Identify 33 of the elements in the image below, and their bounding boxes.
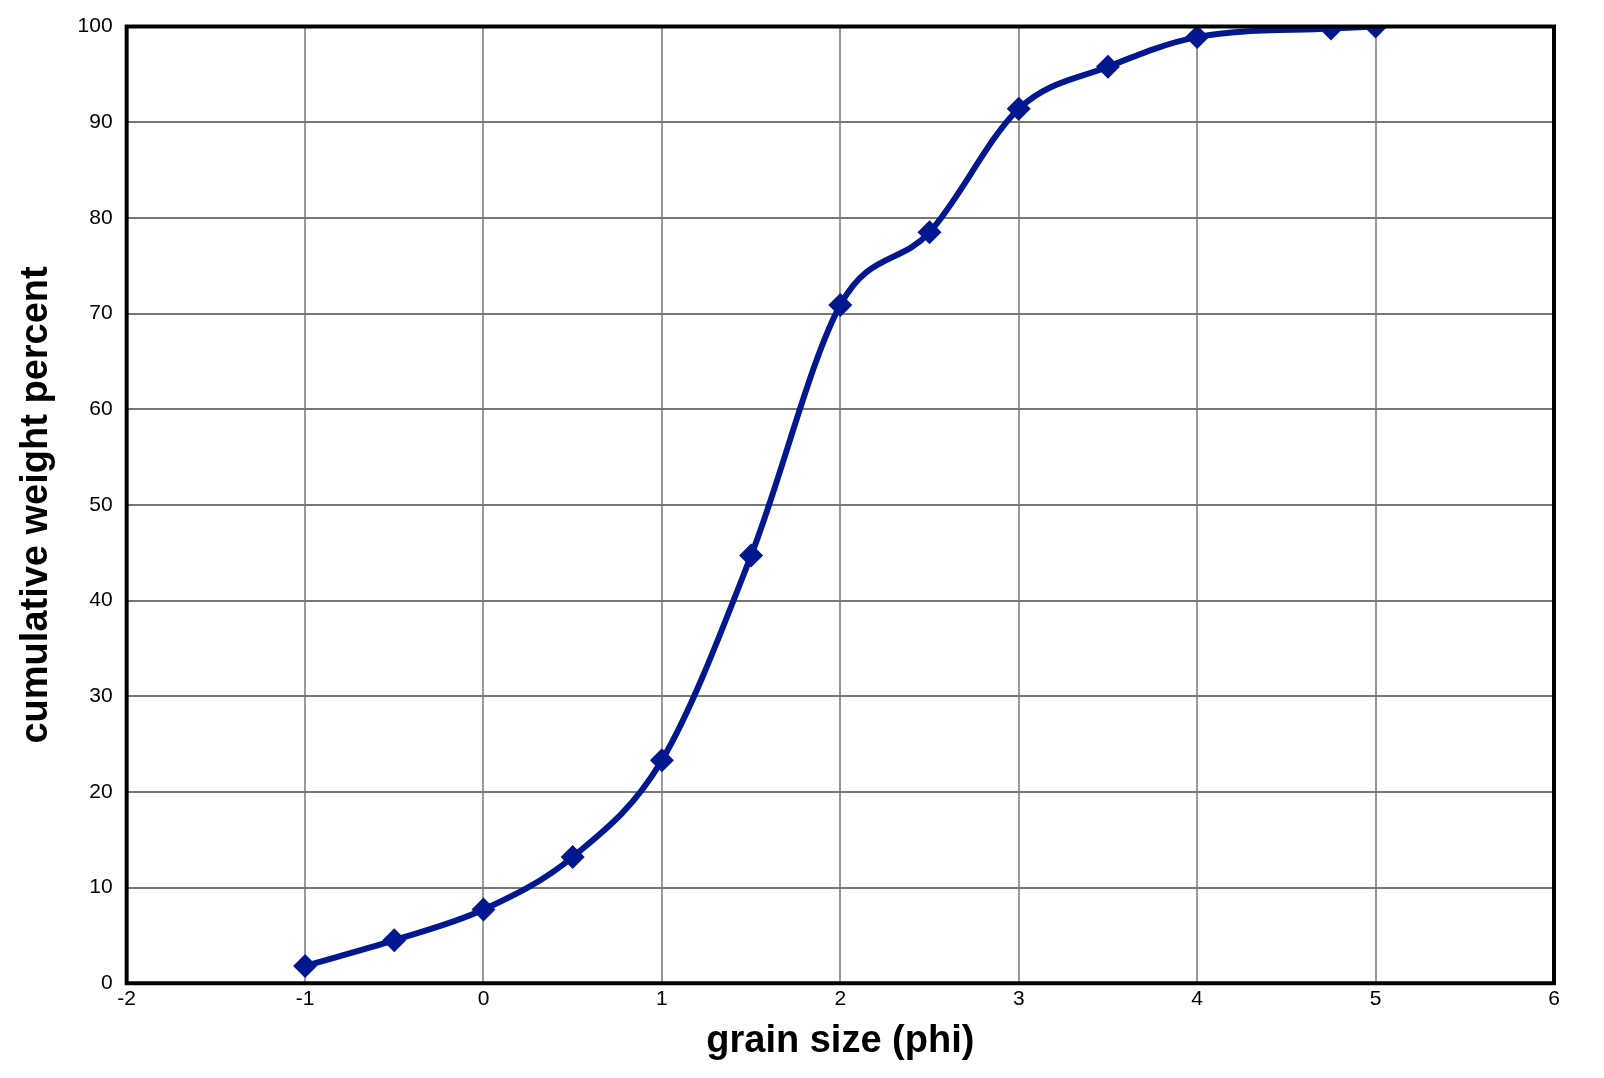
x-tick-label: 4 bbox=[1191, 985, 1204, 1009]
y-tick-label: 0 bbox=[100, 970, 113, 993]
point bbox=[471, 897, 496, 922]
x-tick-label: 3 bbox=[1012, 985, 1025, 1009]
point bbox=[1095, 54, 1120, 79]
x-axis-title: grain size (phi) bbox=[706, 1017, 975, 1060]
y-tick-label: 20 bbox=[89, 778, 113, 802]
x-tick-label: 2 bbox=[834, 985, 847, 1009]
point bbox=[293, 953, 318, 978]
y-tick-label: 40 bbox=[89, 587, 113, 611]
point bbox=[917, 220, 942, 245]
y-tick-label: 30 bbox=[89, 683, 113, 707]
y-tick-label: 50 bbox=[89, 491, 113, 515]
x-tick-label: -2 bbox=[117, 985, 136, 1009]
point bbox=[1006, 96, 1031, 121]
y-tick-label: 10 bbox=[89, 874, 113, 898]
x-tick-label: 5 bbox=[1369, 985, 1382, 1009]
point bbox=[382, 928, 407, 953]
x-tick-label: 1 bbox=[656, 985, 668, 1009]
point bbox=[828, 292, 853, 317]
y-tick-label: 70 bbox=[89, 300, 113, 324]
point bbox=[1185, 26, 1210, 50]
x-tick-label: 6 bbox=[1548, 985, 1560, 1009]
y-tick-label: 90 bbox=[89, 109, 113, 133]
y-axis-title: cumulative weight percent bbox=[13, 265, 56, 744]
y-tick-label: 100 bbox=[77, 13, 113, 37]
point bbox=[649, 748, 674, 773]
x-tick-label: -1 bbox=[295, 985, 315, 1009]
x-tick-label: 0 bbox=[477, 985, 490, 1009]
point bbox=[739, 543, 764, 568]
y-tick-label: 60 bbox=[89, 396, 113, 420]
point bbox=[560, 844, 585, 869]
y-tick-label: 80 bbox=[89, 204, 113, 228]
